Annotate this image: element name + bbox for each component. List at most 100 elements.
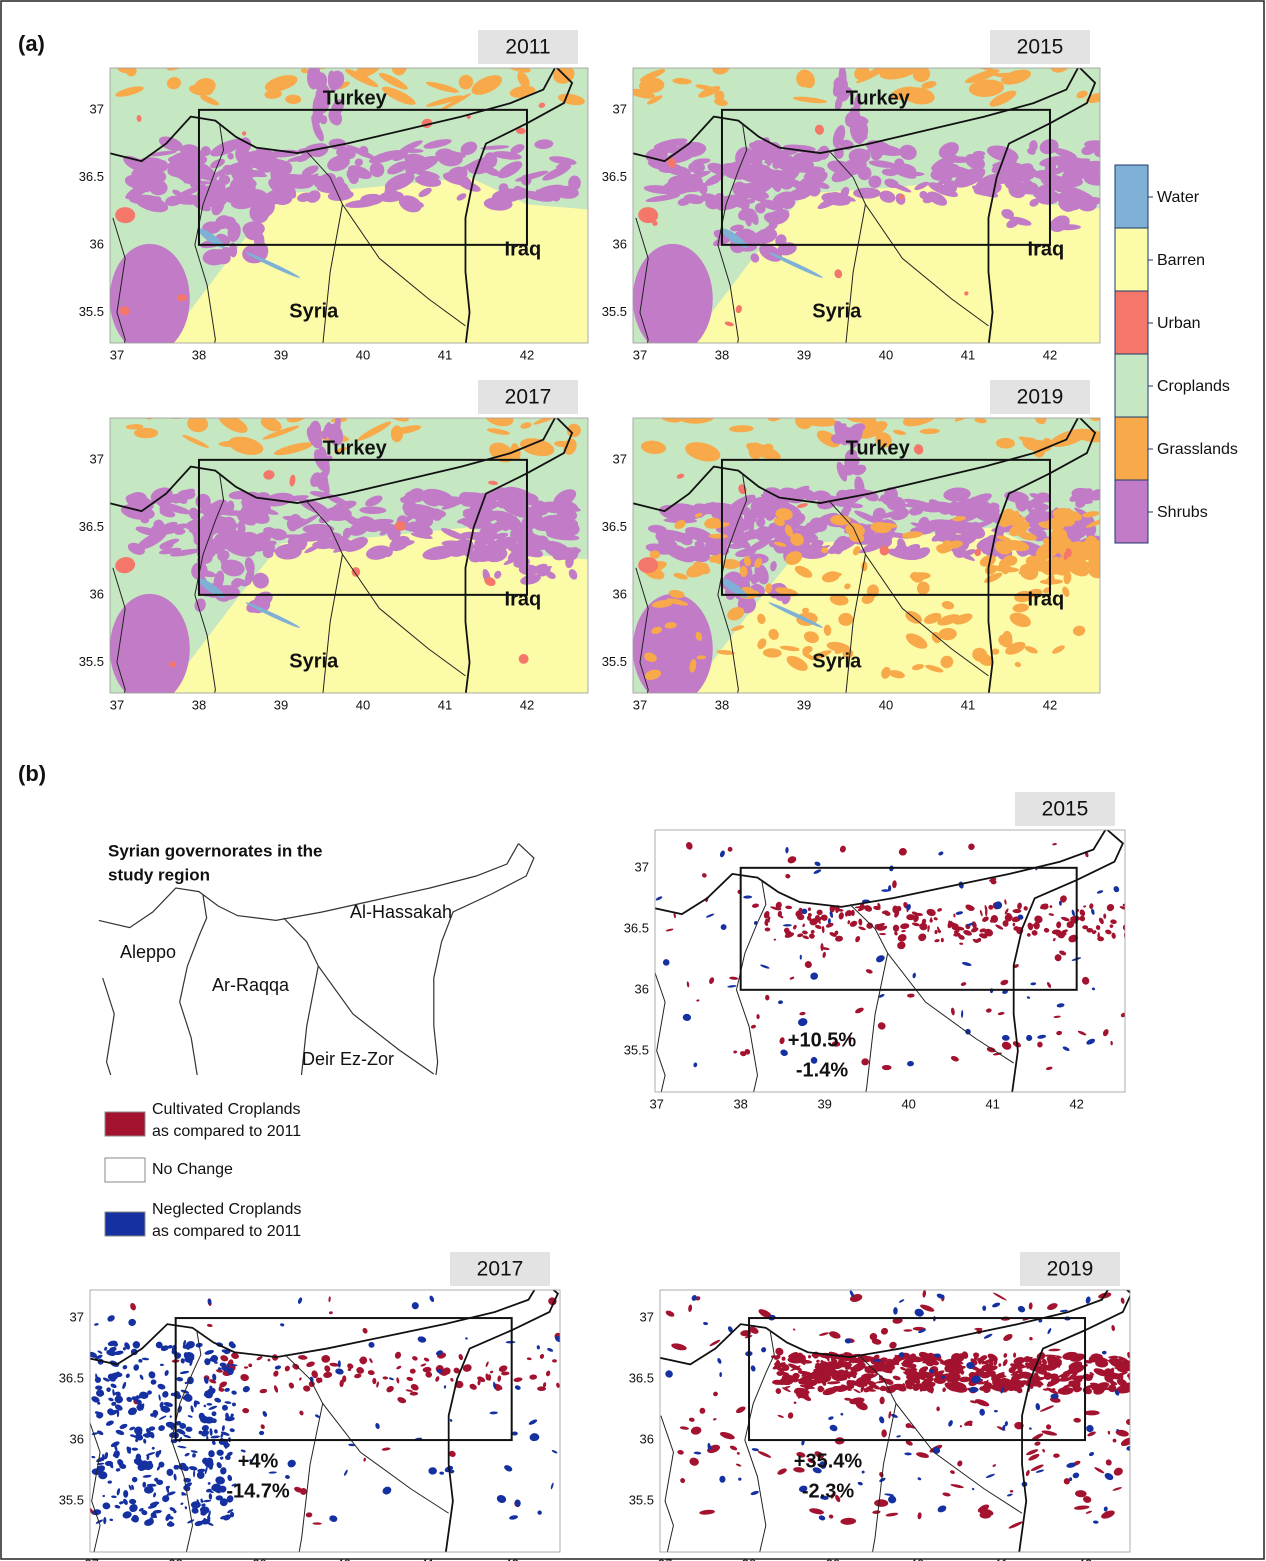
- neglected-patch: [780, 1049, 788, 1056]
- shrub-patch: [726, 524, 745, 537]
- neglected-patch: [141, 1357, 150, 1361]
- shrub-patch: [964, 153, 985, 170]
- neglected-patch: [122, 1365, 128, 1370]
- cultivated-patch: [820, 943, 824, 952]
- cultivated-patch: [919, 922, 928, 931]
- neglected-patch: [693, 1451, 702, 1455]
- shrub-area: [110, 243, 190, 343]
- water-body: [720, 228, 748, 248]
- grass-patch: [850, 535, 865, 543]
- cultivated-patch: [394, 1351, 402, 1359]
- cultivated-patch: [1042, 1448, 1045, 1453]
- shrub-patch: [485, 536, 519, 552]
- cultivated-patch: [802, 1358, 807, 1366]
- cultivated-patch: [835, 1369, 846, 1378]
- neglected-patch: [184, 1452, 190, 1457]
- cultivated-patch: [900, 923, 910, 930]
- year-tag: [990, 380, 1090, 414]
- neglected-patch: [226, 1363, 230, 1369]
- legend-label: Grasslands: [1157, 441, 1238, 458]
- cultivated-patch: [906, 914, 916, 921]
- neglected-patch: [201, 1503, 206, 1507]
- shrub-patch: [947, 545, 975, 561]
- shrub-patch: [312, 175, 346, 192]
- country-label: Iraq: [1028, 589, 1065, 611]
- x-tick-label: 42: [1069, 1096, 1083, 1111]
- cultivated-patch: [979, 909, 983, 917]
- shrub-patch: [270, 170, 281, 181]
- shrub-patch: [328, 108, 343, 126]
- boundary-line: [635, 217, 649, 343]
- shrub-patch: [199, 146, 208, 159]
- neglected-patch: [218, 1367, 222, 1370]
- neglected-patch: [114, 1395, 123, 1404]
- cultivated-patch: [845, 911, 848, 917]
- cultivated-patch: [1028, 1453, 1040, 1461]
- country-label: Turkey: [846, 437, 911, 459]
- cultivated-patch: [802, 1394, 812, 1402]
- neglected-patch: [1017, 1305, 1026, 1313]
- shrub-patch: [887, 181, 912, 193]
- neglected-patch: [98, 1472, 105, 1477]
- grass-patch: [921, 80, 937, 89]
- shrub-patch: [812, 490, 831, 502]
- neglected-patch: [181, 1492, 187, 1496]
- neglected-patch: [898, 1299, 905, 1303]
- patch: [565, 555, 574, 569]
- boundary-line: [433, 843, 535, 1075]
- cultivated-patch: [382, 1376, 389, 1380]
- patch: [1053, 221, 1067, 232]
- cultivated-patch: [526, 1357, 532, 1361]
- study-box: [720, 458, 1051, 596]
- cultivated-patch: [292, 1363, 300, 1370]
- neglected-patch: [158, 1415, 167, 1420]
- cultivated-patch: [1003, 1353, 1008, 1358]
- cultivated-patch: [988, 904, 994, 910]
- x-tick-label: 39: [274, 697, 288, 712]
- neglected-percent: -1.4%: [796, 1059, 848, 1081]
- cultivated-patch: [775, 1388, 782, 1394]
- grass-patch: [685, 442, 721, 462]
- neglected-patch: [1026, 996, 1031, 999]
- cultivated-patch: [953, 932, 961, 937]
- neglected-patch: [175, 1429, 184, 1433]
- cultivated-patch: [773, 938, 777, 941]
- x-tick-label: 37: [658, 1556, 672, 1561]
- neglected-patch: [1126, 1446, 1130, 1451]
- boundary-line: [112, 217, 126, 343]
- cultivated-patch: [782, 1387, 791, 1393]
- neglected-patch: [1069, 1477, 1073, 1482]
- cultivated-patch: [354, 1373, 362, 1379]
- cultivated-patch: [936, 1406, 940, 1412]
- cultivated-patch: [879, 1357, 888, 1364]
- shrub-patch: [922, 194, 936, 204]
- cultivated-patch: [844, 1365, 852, 1370]
- legend-swatch: [104, 1157, 146, 1183]
- cultivated-patch: [955, 926, 965, 931]
- grass-patch: [916, 581, 930, 595]
- cultivated-patch: [328, 1296, 331, 1303]
- cultivated-patch: [1105, 929, 1112, 935]
- shrub-patch: [414, 170, 440, 179]
- neglected-patch: [1101, 1350, 1107, 1355]
- neglected-patch: [983, 1333, 993, 1339]
- neglected-patch: [214, 1361, 218, 1364]
- neglected-patch: [183, 1340, 187, 1346]
- cultivated-patch: [556, 1382, 560, 1388]
- neglected-patch: [287, 1459, 296, 1468]
- urban-patch: [667, 157, 676, 168]
- year-tag: [478, 30, 578, 64]
- grass-patch: [1062, 586, 1070, 597]
- shrub-patch: [203, 539, 214, 552]
- cultivated-patch: [260, 1424, 265, 1430]
- urban-patch: [136, 115, 142, 122]
- neglected-patch: [274, 1365, 282, 1370]
- study-box: [174, 1317, 513, 1442]
- neglected-patch: [129, 1426, 135, 1431]
- neglected-patch: [337, 1360, 341, 1368]
- shrub-patch: [400, 148, 424, 153]
- cultivated-patch: [1014, 1384, 1017, 1389]
- x-tick-label: 39: [797, 697, 811, 712]
- cultivated-patch: [1030, 1464, 1044, 1472]
- x-tick-label: 41: [420, 1556, 434, 1561]
